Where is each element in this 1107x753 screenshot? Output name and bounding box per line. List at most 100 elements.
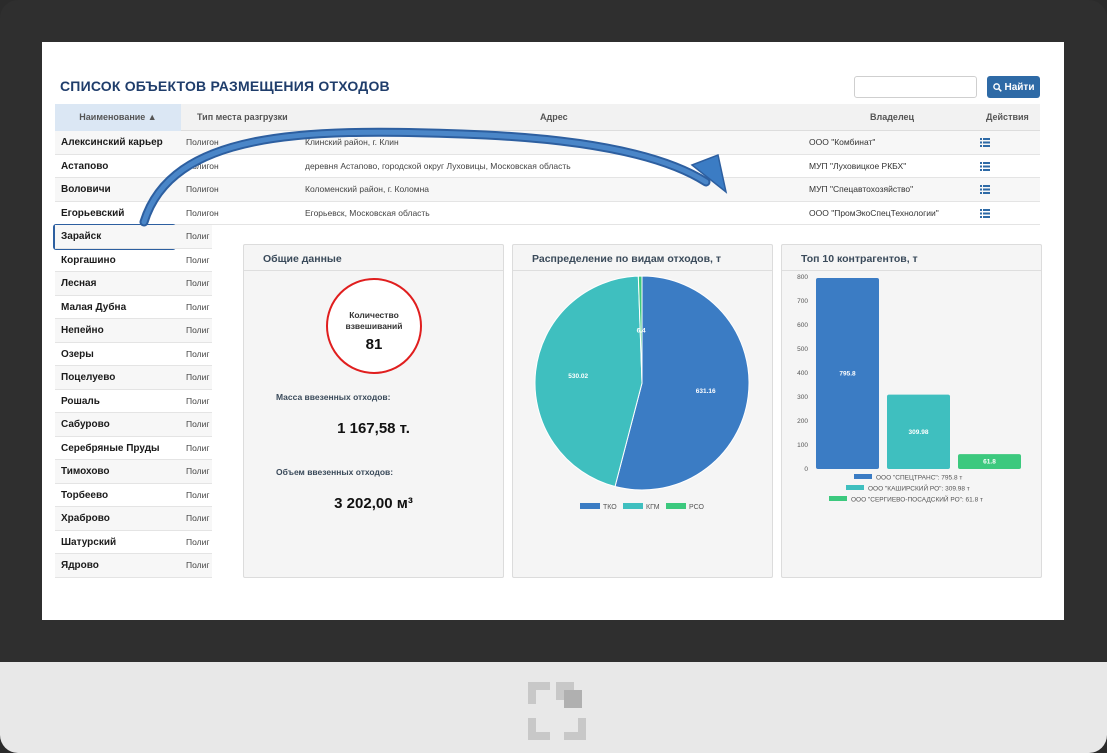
row-actions-list-icon[interactable] — [980, 155, 992, 171]
row-type: Полиг — [186, 395, 210, 406]
table-row[interactable]: Сабурово Полиг — [55, 413, 212, 437]
column-header-owner[interactable]: Владелец — [870, 112, 915, 122]
row-type: Полиг — [186, 372, 210, 382]
table-row[interactable]: Астапово Полигон деревня Астапово, город… — [55, 155, 1040, 178]
panel-top10-title: Топ 10 контрагентов, т — [801, 253, 918, 265]
y-tick-label: 400 — [797, 370, 808, 377]
table-row[interactable]: Серебряные Пруды Полиг — [55, 437, 212, 460]
search-button-label: Найти — [1004, 81, 1035, 93]
bar-data-label: 795.8 — [839, 371, 856, 378]
bar-chart: 0 100 200 300 400 500 600 700 800 795.8 309.98 61.8… — [797, 274, 1021, 504]
y-tick-label: 200 — [797, 418, 808, 425]
row-name[interactable]: Храброво — [61, 513, 110, 524]
volume-value: 3 202,00 м³ — [334, 495, 413, 512]
table-row[interactable]: Шатурский Полиг — [55, 531, 212, 554]
row-type: Полиг — [186, 231, 210, 241]
legend-swatch — [623, 503, 643, 509]
table-row[interactable]: Торбеево Полиг — [55, 484, 212, 507]
table-row[interactable]: Егорьевский Полигон Егорьевск, Московска… — [55, 202, 1040, 225]
bar[interactable] — [958, 454, 1021, 469]
weighings-label: Количество взвешиваний — [345, 310, 403, 331]
row-name[interactable]: Рошаль — [61, 395, 100, 407]
panel-distribution: Распределение по видам отходов, т 631.16… — [512, 244, 773, 578]
table-row[interactable]: Малая Дубна Полиг — [55, 296, 212, 319]
pie-slice-КГМ[interactable] — [534, 275, 643, 488]
divider — [513, 270, 772, 271]
legend-swatch — [829, 496, 847, 501]
row-actions-list-icon[interactable] — [980, 202, 992, 218]
row-name[interactable]: Сабурово — [61, 419, 110, 430]
legend-swatch — [580, 503, 600, 509]
y-tick-label: 700 — [797, 298, 808, 305]
panel-general-title: Общие данные — [263, 253, 342, 265]
row-name[interactable]: Алексинский карьер — [61, 137, 163, 148]
row-type: Полиг — [186, 536, 210, 547]
row-type: Полигон — [186, 207, 219, 218]
table-row[interactable]: Лесная Полиг — [55, 272, 212, 296]
pie-slice-РСО[interactable] — [637, 275, 643, 384]
mass-value: 1 167,58 т. — [337, 420, 410, 437]
row-address: Егорьевск, Московская область — [305, 207, 430, 218]
row-actions-list-icon[interactable] — [980, 178, 992, 194]
table-row[interactable]: Храброво Полиг — [55, 507, 212, 531]
table-row[interactable]: Непейно Полиг — [55, 319, 212, 343]
row-name[interactable]: Зарайск — [61, 231, 102, 242]
row-type: Полиг — [186, 442, 210, 453]
panel-general: Общие данные Количество взвешиваний 81 М… — [243, 244, 504, 578]
pie-data-label: 6.4 — [637, 328, 646, 335]
row-name[interactable]: Шатурский — [61, 536, 117, 548]
row-name[interactable]: Ядрово — [61, 560, 99, 571]
row-name[interactable]: Коргашино — [61, 254, 116, 266]
table-row[interactable]: Рошаль Полиг — [55, 390, 212, 413]
row-name[interactable]: Астапово — [61, 160, 109, 172]
legend-swatch — [846, 485, 864, 490]
row-name[interactable]: Торбеево — [61, 489, 109, 501]
bar[interactable] — [887, 394, 950, 469]
table-row[interactable]: Зарайск Полиг — [55, 225, 212, 249]
row-name[interactable]: Поцелуево — [61, 372, 116, 383]
column-header-name[interactable]: Наименование ▲ — [55, 104, 181, 131]
row-name[interactable]: Лесная — [61, 278, 97, 289]
row-type: Полиг — [186, 348, 210, 359]
row-owner: МУП "Спецавтохозяйство" — [809, 184, 914, 194]
row-name[interactable]: Непейно — [61, 325, 104, 336]
row-name[interactable]: Тимохово — [61, 466, 110, 477]
table-row[interactable]: Поцелуево Полиг — [55, 366, 212, 390]
row-name[interactable]: Малая Дубна — [61, 301, 127, 313]
table-row[interactable]: Воловичи Полигон Коломенский район, г. К… — [55, 178, 1040, 202]
row-address: деревня Астапово, городской округ Лухови… — [305, 160, 571, 171]
legend-label: ТКО — [603, 504, 617, 511]
row-name[interactable]: Воловичи — [61, 184, 111, 195]
pie-slice-ТКО[interactable] — [614, 275, 750, 491]
table-row[interactable]: Тимохово Полиг — [55, 460, 212, 484]
panel-top10: Топ 10 контрагентов, т 0 100 200 300 400 500 6… — [781, 244, 1042, 578]
row-type: Полиг — [186, 466, 210, 476]
y-tick-label: 800 — [797, 274, 808, 281]
row-actions-list-icon[interactable] — [980, 131, 992, 147]
legend-swatch — [854, 474, 872, 479]
row-name[interactable]: Озеры — [61, 348, 94, 360]
table-row[interactable]: Коргашино Полиг — [55, 249, 212, 272]
table-row[interactable]: Алексинский карьер Полигон Клинский райо… — [55, 131, 1040, 155]
row-type: Полигон — [186, 137, 219, 147]
row-type: Полигон — [186, 160, 219, 171]
search-button[interactable]: Найти — [987, 76, 1040, 98]
row-name[interactable]: Егорьевский — [61, 207, 125, 219]
page-title: СПИСОК ОБЪЕКТОВ РАЗМЕЩЕНИЯ ОТХОДОВ — [60, 78, 390, 94]
pie-data-label: 631.16 — [696, 388, 716, 395]
row-type: Полиг — [186, 301, 210, 312]
column-header-type[interactable]: Тип места разгрузки — [197, 112, 288, 122]
column-header-address[interactable]: Адрес — [540, 112, 568, 122]
row-type: Полиг — [186, 489, 210, 500]
table-row[interactable]: Ядрово Полиг — [55, 554, 212, 578]
search-input[interactable] — [854, 76, 977, 98]
panel-distribution-title: Распределение по видам отходов, т — [532, 253, 721, 265]
table-row[interactable]: Озеры Полиг — [55, 343, 212, 366]
bar[interactable] — [816, 278, 879, 469]
divider — [244, 270, 503, 271]
legend-label: РСО — [689, 504, 704, 511]
legend-swatch — [666, 503, 686, 509]
bar-data-label: 309.98 — [909, 429, 929, 436]
legend-label: КГМ — [646, 504, 660, 511]
row-name[interactable]: Серебряные Пруды — [61, 442, 160, 454]
